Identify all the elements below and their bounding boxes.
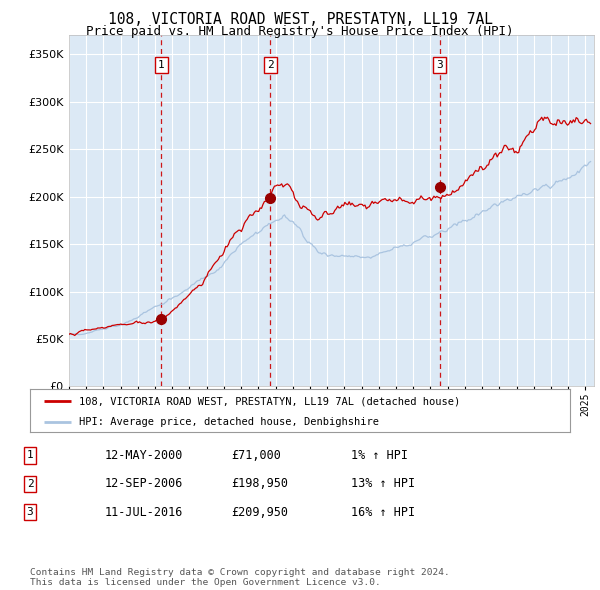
Text: 3: 3 bbox=[26, 507, 34, 517]
Text: HPI: Average price, detached house, Denbighshire: HPI: Average price, detached house, Denb… bbox=[79, 417, 379, 427]
Text: 11-JUL-2016: 11-JUL-2016 bbox=[105, 506, 184, 519]
Text: 108, VICTORIA ROAD WEST, PRESTATYN, LL19 7AL (detached house): 108, VICTORIA ROAD WEST, PRESTATYN, LL19… bbox=[79, 396, 460, 407]
Text: 2: 2 bbox=[267, 60, 274, 70]
Text: 12-SEP-2006: 12-SEP-2006 bbox=[105, 477, 184, 490]
Text: £198,950: £198,950 bbox=[231, 477, 288, 490]
Text: £209,950: £209,950 bbox=[231, 506, 288, 519]
Text: 12-MAY-2000: 12-MAY-2000 bbox=[105, 449, 184, 462]
Text: £71,000: £71,000 bbox=[231, 449, 281, 462]
Text: 1% ↑ HPI: 1% ↑ HPI bbox=[351, 449, 408, 462]
Text: 1: 1 bbox=[158, 60, 164, 70]
Text: 1: 1 bbox=[26, 451, 34, 460]
Text: 16% ↑ HPI: 16% ↑ HPI bbox=[351, 506, 415, 519]
Text: Contains HM Land Registry data © Crown copyright and database right 2024.
This d: Contains HM Land Registry data © Crown c… bbox=[30, 568, 450, 587]
Text: 108, VICTORIA ROAD WEST, PRESTATYN, LL19 7AL: 108, VICTORIA ROAD WEST, PRESTATYN, LL19… bbox=[107, 12, 493, 27]
Text: 13% ↑ HPI: 13% ↑ HPI bbox=[351, 477, 415, 490]
Text: 3: 3 bbox=[436, 60, 443, 70]
Text: 2: 2 bbox=[26, 479, 34, 489]
Text: Price paid vs. HM Land Registry's House Price Index (HPI): Price paid vs. HM Land Registry's House … bbox=[86, 25, 514, 38]
